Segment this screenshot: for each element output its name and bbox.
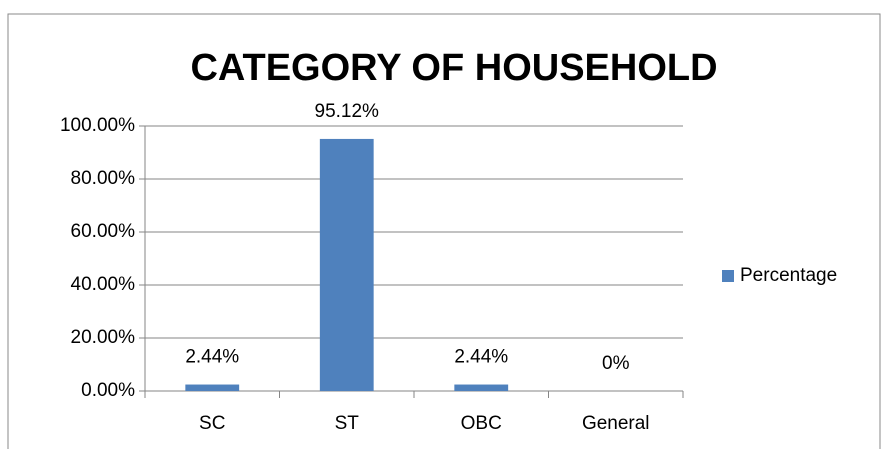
data-label: 2.44% (454, 347, 508, 368)
data-label: 0% (602, 353, 630, 374)
bar (319, 138, 374, 391)
y-tick-label: 100.00% (60, 115, 135, 136)
data-label: 95.12% (315, 101, 380, 122)
data-label: 2.44% (185, 347, 239, 368)
legend-swatch (722, 270, 734, 282)
y-tick-label: 0.00% (81, 380, 135, 401)
y-tick-label: 40.00% (71, 274, 136, 295)
bar (454, 384, 509, 391)
y-tick-label: 20.00% (71, 327, 136, 348)
y-tick-label: 60.00% (71, 221, 136, 242)
x-tick-label: OBC (461, 413, 502, 434)
y-tick-label: 80.00% (71, 168, 136, 189)
x-tick-label: ST (335, 413, 360, 434)
bar (185, 384, 240, 391)
chart-title: CATEGORY OF HOUSEHOLD (190, 47, 717, 89)
chart-border (7, 13, 881, 449)
legend-label: Percentage (740, 265, 837, 286)
x-tick-label: SC (199, 413, 225, 434)
x-tick-label: General (582, 413, 650, 434)
